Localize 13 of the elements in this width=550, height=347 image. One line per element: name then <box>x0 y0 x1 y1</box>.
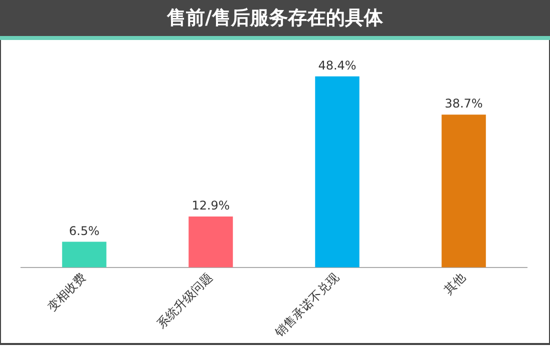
data-label: 12.9% <box>192 198 230 213</box>
data-label: 48.4% <box>318 58 356 72</box>
data-label: 6.5% <box>69 224 100 238</box>
bar <box>188 216 233 268</box>
bar <box>62 242 106 268</box>
data-label: 38.7% <box>444 96 483 111</box>
x-tick-label: 系统升级问题 <box>154 270 216 331</box>
x-tick-label: 其他 <box>441 270 468 297</box>
bar <box>315 76 360 268</box>
chart-title: 售前/售后服务存在的具体 <box>157 7 393 29</box>
x-tick-label: 变相收费 <box>44 270 89 314</box>
bar <box>442 114 486 268</box>
x-tick-label: 销售承诺不兑现 <box>272 270 342 340</box>
